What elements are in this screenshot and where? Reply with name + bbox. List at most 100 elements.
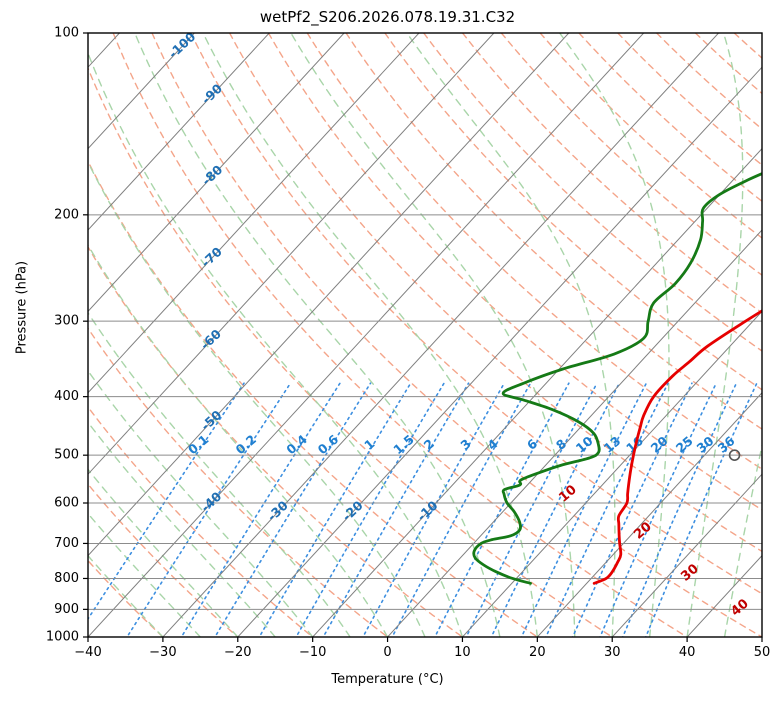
- mixing-ratio-line: [258, 382, 412, 637]
- moist-adiabat-line: [686, 33, 744, 637]
- dry-adiabat-line: [306, 33, 762, 470]
- dry-adiabat-line: [88, 483, 239, 637]
- moist-adiabat-line: [88, 421, 276, 637]
- profile-curves-group: [472, 172, 762, 585]
- isotherm-grid-group: [0, 33, 762, 637]
- dry-adiabat-line: [0, 33, 13, 637]
- dry-adiabat-line: [345, 33, 762, 430]
- x-tick-label: 10: [454, 645, 471, 660]
- isotherm-line: [312, 147, 762, 637]
- moist-adiabats-group: [88, 33, 762, 637]
- mixing-ratio-line: [621, 382, 738, 637]
- moist-adiabat-line: [88, 468, 239, 637]
- dry-adiabat-line: [88, 245, 464, 637]
- x-tick-label: 0: [383, 645, 391, 660]
- x-tick-label: −30: [149, 645, 176, 660]
- isotherm-line: [761, 636, 762, 637]
- chart-title: wetPf2_S206.2026.078.19.31.C32: [259, 8, 516, 26]
- moist-adiabat-line: [290, 33, 576, 637]
- mixing-ratio-line: [545, 382, 669, 637]
- x-axis-label: Temperature (°C): [331, 672, 444, 687]
- x-tick-label: 40: [679, 645, 696, 660]
- temperature-profile-curve: [592, 309, 762, 585]
- mixing-ratio-line: [433, 382, 570, 637]
- mixing-ratio-line: [465, 382, 598, 637]
- moist-adiabat-line: [202, 33, 539, 637]
- isotherm-line: [88, 33, 495, 475]
- moist-adiabat-line: [88, 311, 351, 637]
- mixing-ratio-line: [295, 382, 445, 637]
- moist-adiabat-line: [134, 33, 501, 637]
- y-tick-label: 500: [54, 448, 79, 463]
- mixing-ratio-line: [126, 382, 292, 637]
- dry-adiabat-line: [88, 405, 314, 637]
- moist-adiabat-line: [88, 51, 464, 637]
- dewpoint-profile-curve: [472, 172, 762, 585]
- dry-adiabat-line: [88, 66, 613, 637]
- isotherm-line: [88, 33, 195, 150]
- y-tick-label: 600: [54, 496, 79, 511]
- x-tick-label: −40: [74, 645, 101, 660]
- y-tick-label: 400: [54, 389, 79, 404]
- plot-frame: [87, 32, 763, 638]
- x-tick-label: 50: [754, 645, 771, 660]
- pressure-grid-group: [88, 33, 762, 637]
- dry-adiabat-line: [88, 327, 389, 637]
- parcel-marker-group: [728, 449, 741, 461]
- moist-adiabat-line: [723, 442, 762, 637]
- mixing-ratio-lines-group: [88, 382, 758, 637]
- isotherm-line: [611, 473, 762, 637]
- y-tick-label: 900: [54, 602, 79, 617]
- mixing-ratio-line: [322, 382, 470, 637]
- dry-adiabat-line: [228, 33, 762, 553]
- mixing-ratio-line: [180, 382, 341, 637]
- isotherm-line: [237, 66, 762, 637]
- moist-adiabat-line: [88, 369, 314, 637]
- x-tick-label: −10: [299, 645, 326, 660]
- moist-adiabat-line: [88, 243, 389, 637]
- isotherm-line: [162, 33, 720, 637]
- moist-adiabat-line: [88, 512, 202, 637]
- moist-adiabat-line: [761, 633, 762, 637]
- dry-adiabat-line: [88, 559, 164, 637]
- isotherm-line: [88, 33, 270, 231]
- isotherm-line: [0, 33, 45, 637]
- x-tick-label: 20: [529, 645, 546, 660]
- dry-adiabat-line: [151, 33, 762, 637]
- mixing-ratio-line: [571, 382, 693, 637]
- isotherm-line: [88, 33, 420, 394]
- isotherm-line: [387, 229, 762, 637]
- y-tick-label: 800: [54, 571, 79, 586]
- mixing-ratio-line: [362, 382, 506, 637]
- isotherm-line: [88, 33, 345, 313]
- isotherm-line: [536, 392, 762, 637]
- dry-adiabat-line: [88, 159, 539, 637]
- mixing-ratio-line: [520, 382, 648, 637]
- dry-adiabat-line: [190, 33, 762, 595]
- y-tick-label: 100: [54, 26, 79, 41]
- y-tick-label: 1000: [46, 630, 79, 645]
- mixing-ratio-line: [644, 382, 758, 637]
- mixing-ratio-line: [88, 382, 245, 621]
- dry-adiabat-line: [500, 33, 762, 277]
- moist-adiabat-line: [558, 33, 670, 637]
- mixing-ratio-line: [490, 382, 621, 637]
- mixing-ratio-line: [599, 382, 718, 637]
- y-tick-label: 300: [54, 314, 79, 329]
- dry-adiabat-line: [267, 33, 762, 511]
- y-tick-label: 700: [54, 536, 79, 551]
- moist-adiabat-line: [88, 160, 426, 637]
- isotherm-line: [88, 33, 570, 557]
- plot-background: [88, 33, 762, 637]
- parcel-marker: [728, 449, 741, 461]
- moist-adiabat-line: [88, 554, 164, 637]
- y-tick-label: 200: [54, 207, 79, 222]
- isotherm-line: [88, 33, 645, 637]
- dry-adiabats-group: [0, 33, 762, 637]
- mixing-ratio-line: [391, 382, 532, 637]
- isotherm-line: [461, 310, 762, 637]
- x-tick-label: 30: [604, 645, 621, 660]
- dry-adiabat-line: [461, 33, 762, 314]
